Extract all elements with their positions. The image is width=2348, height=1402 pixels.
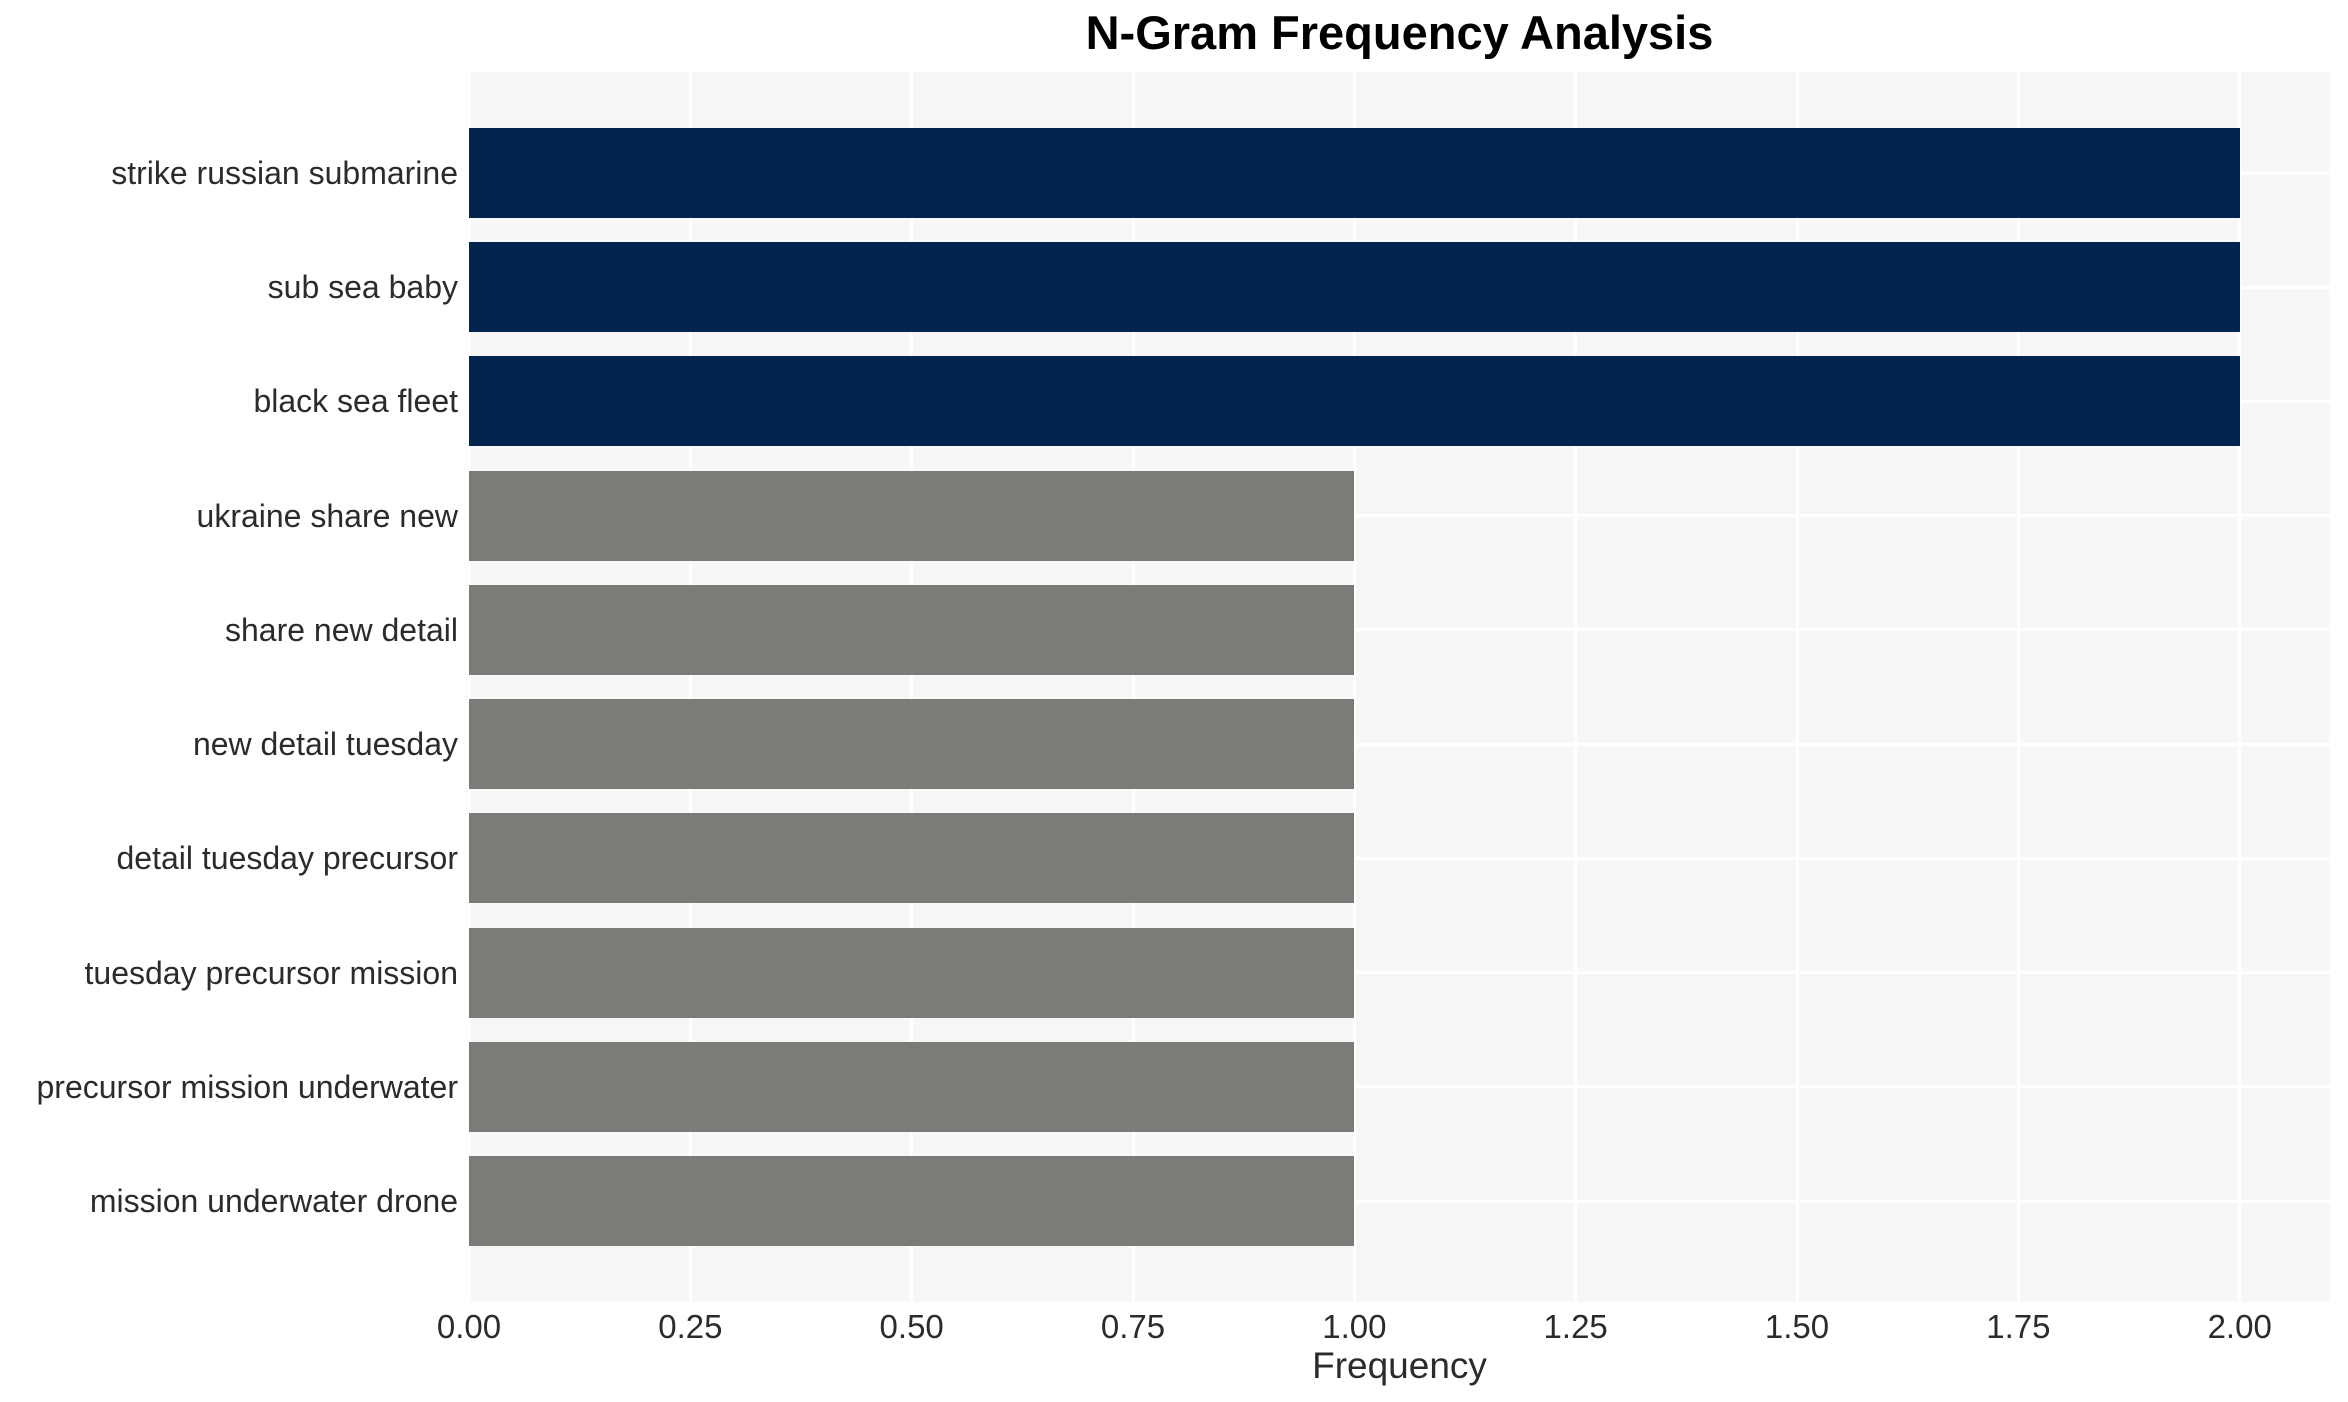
bar <box>469 242 2240 333</box>
y-tick-label: mission underwater drone <box>89 1183 458 1219</box>
y-tick-label: detail tuesday precursor <box>116 840 458 877</box>
y-tick-label: new detail tuesday <box>192 726 458 763</box>
y-tick-label: ukraine share new <box>196 497 458 534</box>
x-tick-label: 0.50 <box>879 1308 944 1345</box>
gridline-horizontal <box>469 1199 2330 1203</box>
gridline-vertical <box>1352 72 1356 1302</box>
bar <box>469 128 2240 218</box>
y-tick-label: tuesday precursor mission <box>84 954 458 991</box>
gridline-vertical <box>467 72 471 1302</box>
y-tick-label: sub sea baby <box>267 269 458 306</box>
y-tick-label: share new detail <box>224 611 458 648</box>
gridline-horizontal <box>469 628 2330 632</box>
bar <box>469 813 1355 904</box>
gridline-vertical <box>1574 72 1578 1302</box>
gridline-vertical <box>1131 72 1135 1302</box>
y-tick-label: strike russian submarine <box>111 155 458 191</box>
y-tick-label: black sea fleet <box>253 383 458 420</box>
bar <box>469 699 1355 790</box>
bar <box>469 927 1355 1018</box>
gridline-vertical <box>2238 72 2242 1302</box>
gridline-vertical <box>2016 72 2020 1302</box>
bar <box>469 584 1355 675</box>
x-tick-label: 1.00 <box>1322 1308 1387 1345</box>
bar <box>469 470 1355 561</box>
gridline-vertical <box>910 72 914 1302</box>
x-tick-label: 0.25 <box>658 1308 723 1345</box>
x-tick-label: 1.75 <box>1986 1308 2051 1345</box>
x-tick-label: 0.75 <box>1100 1308 1166 1345</box>
x-axis-title: Frequency <box>1312 1345 1487 1386</box>
gridline-horizontal <box>469 971 2330 975</box>
gridline-horizontal <box>469 514 2330 518</box>
gridline-horizontal <box>469 856 2330 860</box>
gridline-vertical <box>1795 72 1799 1302</box>
chart-title: N-Gram Frequency Analysis <box>1085 6 1714 59</box>
x-tick-label: 0.00 <box>436 1308 502 1345</box>
y-tick-label: precursor mission underwater <box>36 1068 459 1105</box>
x-tick-label: 1.50 <box>1764 1308 1830 1345</box>
gridline-horizontal <box>469 742 2330 746</box>
bar <box>469 356 2240 447</box>
gridline-horizontal <box>469 1085 2330 1089</box>
x-tick-label: 1.25 <box>1543 1308 1608 1345</box>
plot-area <box>467 72 2330 1302</box>
bar <box>469 1041 1355 1132</box>
gridline-vertical <box>688 72 692 1302</box>
x-tick-label: 2.00 <box>2207 1308 2272 1345</box>
bar <box>469 1156 1355 1246</box>
